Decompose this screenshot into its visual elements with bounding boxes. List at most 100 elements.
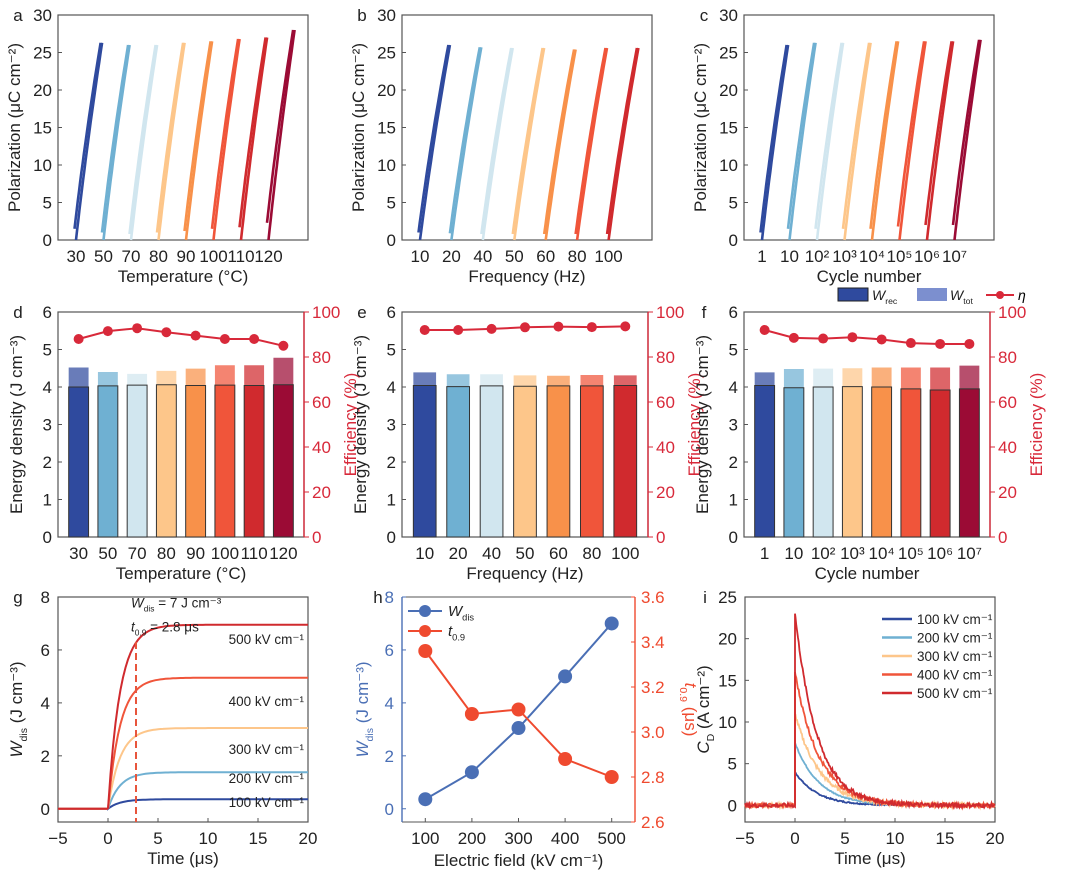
x-tick-label: 50: [94, 247, 113, 266]
panel-h: h 0 2 4 6 8 2.6 2.8 3.0 3.2 3.4 3.6 100 200 300 400 500 W…: [353, 588, 700, 870]
x-tick-label: 10: [780, 247, 799, 266]
efficiency-point: [102, 326, 113, 337]
y-tick-label: 5: [728, 755, 737, 774]
panel-letter: h: [373, 588, 382, 607]
plot-frame: [401, 14, 653, 241]
y-tick-label: 25: [718, 588, 737, 607]
wdis-point: [558, 669, 573, 684]
pe-loop-discharge: [265, 29, 295, 223]
x-tick-label: 50: [516, 544, 535, 563]
y2-tick-label: 0: [312, 528, 321, 547]
pe-loop-charge: [129, 44, 159, 241]
efficiency-point: [73, 334, 84, 344]
current-curve: [744, 713, 996, 811]
pe-loop-charge: [74, 42, 104, 241]
x-tick-label: 120: [269, 544, 297, 563]
panel-letter: a: [13, 6, 23, 25]
x-tick-label: 120: [254, 247, 282, 266]
y2-axis-label: Efficiency (%): [1027, 373, 1046, 477]
pe-loop-charge: [843, 42, 872, 241]
y-tick-label: 6: [385, 641, 394, 660]
y-tick-label: 1: [729, 491, 738, 510]
y-tick-label: 2: [41, 747, 50, 766]
y2-tick-label: 20: [312, 483, 331, 502]
y-tick-label: 8: [41, 588, 50, 607]
x-axis-label: Time (μs): [834, 849, 906, 868]
pe-loop-discharge: [100, 44, 130, 233]
pe-loop-charge: [239, 37, 269, 241]
y2-tick-label: 40: [312, 438, 331, 457]
y2-tick-label: 3.0: [641, 723, 665, 742]
x-tick-label: 80: [157, 544, 176, 563]
bar-wrec: [97, 385, 119, 538]
x-axis-label: Frequency (Hz): [466, 564, 583, 583]
efficiency-point: [759, 325, 770, 335]
x-axis-label: Temperature (°C): [118, 267, 249, 286]
panel-letter: g: [13, 588, 22, 607]
x-tick-label: 10⁶: [914, 247, 940, 266]
y-tick-label: 0: [729, 528, 738, 547]
pe-loop-charge: [870, 41, 900, 241]
y-tick-label: 4: [43, 378, 52, 397]
x-tick-label: 10⁷: [957, 544, 982, 563]
pe-loop-discharge: [542, 49, 576, 235]
curve-label: 300 kV cm⁻¹: [229, 742, 305, 757]
panel-letter: d: [13, 303, 22, 322]
pe-loop-discharge: [759, 44, 788, 233]
y-tick-label: 25: [33, 44, 52, 63]
bar-wrec: [446, 386, 471, 538]
y-axis-label: CD (A cm⁻²): [694, 665, 717, 753]
x-tick-label: 10⁴: [869, 544, 895, 563]
x-tick-label: 10: [411, 247, 430, 266]
curve-label: 500 kV cm⁻¹: [229, 632, 305, 647]
y-tick-label: 0: [43, 231, 52, 250]
efficiency-point: [486, 323, 497, 334]
efficiency-point: [620, 321, 631, 332]
y-tick-label: 1: [43, 491, 52, 510]
panel-letter: b: [357, 6, 366, 25]
panel-letter: c: [700, 6, 709, 25]
t09-point: [604, 770, 619, 784]
y-axis-label: Polarization (μC cm⁻²): [349, 43, 368, 212]
y2-tick-label: 40: [656, 438, 675, 457]
pe-loop-discharge: [128, 44, 157, 235]
y-tick-label: 15: [718, 671, 737, 690]
efficiency-point: [935, 338, 946, 349]
y2-axis-label: Efficiency (%): [685, 373, 704, 477]
y-tick-label: 15: [719, 119, 738, 138]
x-axis-label: Frequency (Hz): [468, 267, 585, 286]
pe-loop-discharge: [924, 41, 953, 226]
y-tick-label: 0: [43, 528, 52, 547]
efficiency-point: [586, 322, 597, 333]
y2-tick-label: 2.6: [641, 813, 665, 832]
efficiency-point: [553, 321, 564, 332]
y-tick-label: 6: [387, 303, 396, 322]
pe-loop-discharge: [448, 47, 482, 234]
x-axis-label: Electric field (kV cm⁻¹): [434, 851, 604, 870]
x-tick-label: 70: [122, 247, 141, 266]
x-tick-label: 80: [149, 247, 168, 266]
pe-loop-charge: [513, 47, 546, 241]
efficiency-point: [419, 325, 430, 335]
bar-wrec: [613, 385, 638, 538]
efficiency-point: [278, 340, 289, 351]
x-tick-label: 1: [757, 247, 766, 266]
pe-loop-discharge: [155, 42, 185, 233]
pe-loop-charge: [788, 42, 817, 241]
wdis-curve: [58, 771, 308, 810]
pe-loop-charge: [157, 42, 186, 241]
x-tick-label: 0: [790, 829, 799, 848]
x-tick-label: 200: [458, 829, 486, 848]
y2-tick-label: 100: [656, 303, 684, 322]
x-axis-label: Cycle number: [815, 564, 920, 583]
pe-loop-discharge: [951, 39, 981, 226]
pe-loop-charge: [575, 47, 609, 241]
bar-wrec: [546, 385, 571, 538]
x-tick-label: 400: [551, 829, 579, 848]
x-tick-label: −5: [48, 829, 67, 848]
y-tick-label: 0: [385, 800, 394, 819]
bar-wrec: [243, 385, 265, 538]
wdis-point: [511, 721, 526, 736]
x-tick-label: 10⁵: [887, 247, 913, 266]
x-tick-label: 100: [211, 544, 239, 563]
